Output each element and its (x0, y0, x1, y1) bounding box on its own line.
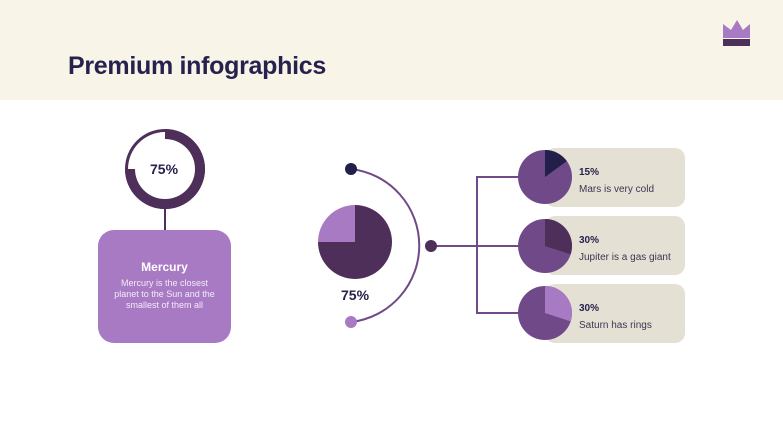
arc-line (350, 168, 421, 323)
mercury-box: Mercury Mercury is the closest planet to… (98, 230, 231, 343)
card-percent: 30% (579, 235, 600, 246)
arc-dot-top (345, 163, 357, 175)
arc-dot-middle (425, 240, 437, 252)
header-band (0, 0, 783, 100)
card-text: Saturn has rings (579, 320, 652, 331)
card-percent: 15% (579, 167, 600, 178)
arc-dot-bottom (345, 316, 357, 328)
page-title: Premium infographics (68, 52, 326, 80)
item-pie-slice (545, 219, 572, 255)
crown-icon (723, 20, 750, 46)
item-pie-slice (545, 286, 572, 322)
item-pie-slice (545, 150, 567, 177)
card-percent: 30% (579, 303, 600, 314)
donut-hole (135, 139, 195, 199)
center-pie-label: 75% (341, 287, 370, 303)
mercury-text: Mercury is the closest planet to the Sun… (114, 278, 215, 310)
center-pie-slice-rest (318, 205, 355, 242)
card-text: Mars is very cold (579, 184, 655, 195)
donut-outline (125, 129, 205, 209)
card-text: Jupiter is a gas giant (579, 252, 671, 263)
donut-label: 75% (150, 161, 179, 177)
mercury-title: Mercury (141, 260, 188, 274)
